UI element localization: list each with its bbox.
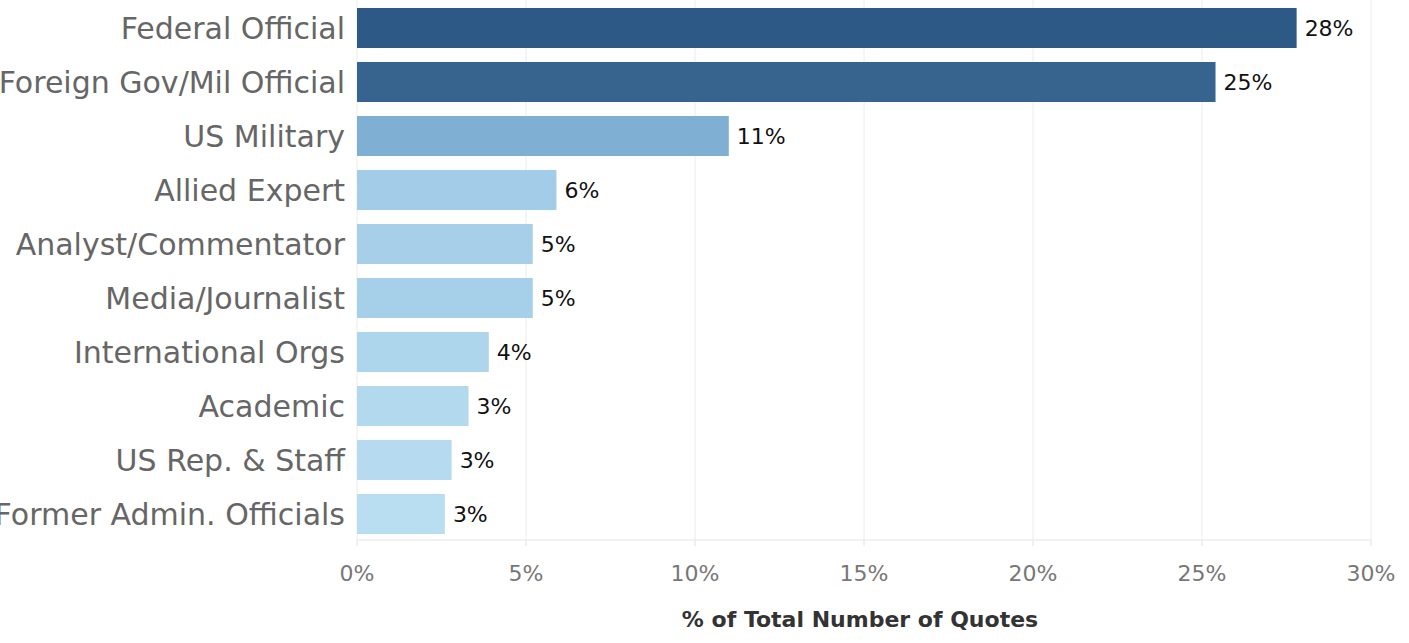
tick-label: 25% bbox=[1178, 561, 1227, 586]
bars bbox=[357, 8, 1297, 534]
category-label: Federal Official bbox=[121, 11, 345, 46]
category-label: Analyst/Commentator bbox=[16, 227, 346, 262]
category-label: Foreign Gov/Mil Official bbox=[0, 65, 345, 100]
x-axis-title: % of Total Number of Quotes bbox=[682, 607, 1038, 632]
tick-mark bbox=[864, 540, 865, 546]
data-label: 3% bbox=[460, 448, 495, 473]
data-label: 28% bbox=[1305, 16, 1354, 41]
data-label: 3% bbox=[453, 502, 488, 527]
bar bbox=[357, 116, 729, 156]
category-label: Former Admin. Officials bbox=[0, 497, 345, 532]
tick-mark bbox=[1371, 540, 1372, 546]
tick-mark bbox=[357, 540, 358, 546]
bar bbox=[357, 332, 489, 372]
tick-mark bbox=[526, 540, 527, 546]
bar bbox=[357, 8, 1297, 48]
data-label: 4% bbox=[497, 340, 532, 365]
tick-label: 5% bbox=[509, 561, 544, 586]
data-label: 25% bbox=[1224, 70, 1273, 95]
labels: Federal Official 28% Foreign Gov/Mil Offic… bbox=[0, 11, 1354, 532]
bar bbox=[357, 224, 533, 264]
tick-label: 15% bbox=[840, 561, 889, 586]
category-label: Academic bbox=[199, 389, 345, 424]
tick-label: 0% bbox=[340, 561, 375, 586]
data-label: 5% bbox=[541, 286, 576, 311]
bar bbox=[357, 62, 1216, 102]
bar bbox=[357, 440, 452, 480]
x-axis: 0% 5% 10% 15% 20% 25% 30% bbox=[340, 0, 1396, 586]
category-label: US Military bbox=[183, 119, 345, 154]
grid-line bbox=[1371, 0, 1372, 540]
tick-label: 20% bbox=[1009, 561, 1058, 586]
data-label: 6% bbox=[564, 178, 599, 203]
tick-label: 30% bbox=[1347, 561, 1396, 586]
bar bbox=[357, 278, 533, 318]
tick-mark bbox=[1202, 540, 1203, 546]
category-label: Allied Expert bbox=[154, 173, 345, 208]
tick-mark bbox=[1033, 540, 1034, 546]
axis-line bbox=[357, 540, 1371, 541]
data-label: 5% bbox=[541, 232, 576, 257]
category-label: International Orgs bbox=[74, 335, 345, 370]
chart: 0% 5% 10% 15% 20% 25% 30% Federal Official 28% Fo… bbox=[0, 0, 1409, 643]
category-label: Media/Journalist bbox=[105, 281, 345, 316]
data-label: 11% bbox=[737, 124, 786, 149]
bar bbox=[357, 170, 556, 210]
tick-mark bbox=[695, 540, 696, 546]
category-label: US Rep. & Staff bbox=[116, 443, 347, 478]
data-label: 3% bbox=[477, 394, 512, 419]
bar bbox=[357, 386, 469, 426]
tick-label: 10% bbox=[671, 561, 720, 586]
bar bbox=[357, 494, 445, 534]
